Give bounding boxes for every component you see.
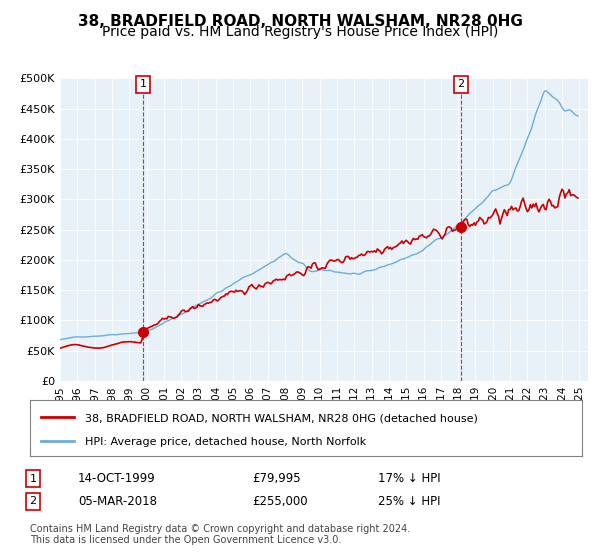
Text: 2: 2 — [458, 80, 464, 90]
Text: 05-MAR-2018: 05-MAR-2018 — [78, 494, 157, 508]
Text: 1: 1 — [29, 474, 37, 484]
Text: £79,995: £79,995 — [252, 472, 301, 486]
Text: 25% ↓ HPI: 25% ↓ HPI — [378, 494, 440, 508]
Text: 14-OCT-1999: 14-OCT-1999 — [78, 472, 156, 486]
Text: This data is licensed under the Open Government Licence v3.0.: This data is licensed under the Open Gov… — [30, 535, 341, 545]
Text: 38, BRADFIELD ROAD, NORTH WALSHAM, NR28 0HG (detached house): 38, BRADFIELD ROAD, NORTH WALSHAM, NR28 … — [85, 413, 478, 423]
Text: HPI: Average price, detached house, North Norfolk: HPI: Average price, detached house, Nort… — [85, 437, 367, 447]
Text: Contains HM Land Registry data © Crown copyright and database right 2024.: Contains HM Land Registry data © Crown c… — [30, 524, 410, 534]
Text: £255,000: £255,000 — [252, 494, 308, 508]
Text: Price paid vs. HM Land Registry's House Price Index (HPI): Price paid vs. HM Land Registry's House … — [102, 25, 498, 39]
Text: 17% ↓ HPI: 17% ↓ HPI — [378, 472, 440, 486]
Text: 1: 1 — [139, 80, 146, 90]
Text: 2: 2 — [29, 496, 37, 506]
Text: 38, BRADFIELD ROAD, NORTH WALSHAM, NR28 0HG: 38, BRADFIELD ROAD, NORTH WALSHAM, NR28 … — [77, 14, 523, 29]
